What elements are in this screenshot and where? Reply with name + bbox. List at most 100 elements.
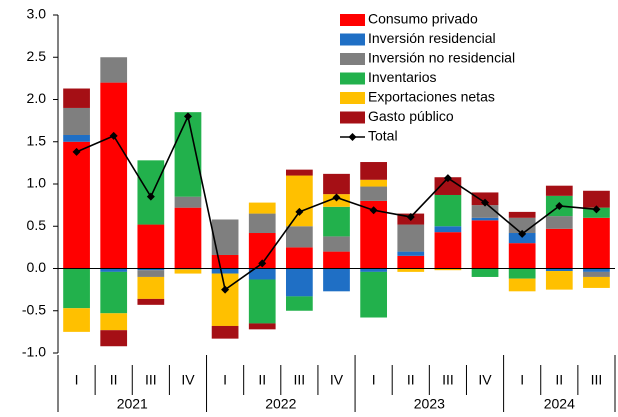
bar-segment	[508, 278, 536, 292]
total-marker	[146, 192, 155, 201]
total-marker	[109, 131, 118, 140]
x-tick-label: IV	[330, 372, 344, 388]
bar-segment	[583, 268, 610, 272]
legend-label: Total	[368, 128, 398, 144]
legend-label: Inversión residencial	[368, 30, 496, 46]
total-marker	[369, 206, 378, 215]
bar-segment	[285, 296, 313, 311]
y-tick-label: 3.0	[27, 6, 47, 22]
x-tick-label: III	[294, 372, 306, 388]
y-tick-label: 0.5	[27, 217, 47, 233]
x-tick-label: I	[223, 372, 227, 388]
bar-segment	[434, 232, 462, 269]
y-tick-label: 0.0	[27, 259, 47, 275]
bar-segment	[137, 224, 165, 269]
x-tick-label: I	[372, 372, 376, 388]
bar-segment	[63, 308, 90, 332]
bar-segment	[248, 279, 276, 324]
bar-segment	[137, 276, 165, 299]
bar-segment	[285, 268, 313, 297]
bar-segment	[434, 268, 462, 271]
bar-segment	[285, 247, 313, 269]
bar-segment	[434, 226, 462, 233]
bar-segment	[397, 251, 425, 256]
bar-segment	[397, 224, 425, 252]
legend-swatch	[340, 14, 365, 26]
bar-segment	[248, 268, 276, 280]
bar-segment	[471, 220, 499, 269]
x-tick-label: II	[258, 372, 266, 388]
bar-segment	[434, 194, 462, 227]
bar-segment	[583, 276, 610, 288]
bar-segment	[211, 254, 239, 269]
x-tick-label: II	[407, 372, 415, 388]
total-marker	[258, 259, 267, 268]
bar-segment	[100, 82, 128, 269]
bar-segment	[360, 186, 388, 201]
x-tick-label: II	[555, 372, 563, 388]
bar-segment	[137, 270, 165, 277]
bar-segment	[397, 255, 425, 269]
bar-segment	[545, 216, 573, 229]
bar-segment	[100, 57, 128, 83]
bar-segment	[545, 268, 573, 272]
bar-segment	[174, 207, 202, 269]
group-label: 2022	[265, 396, 296, 412]
bar-segment	[360, 268, 388, 272]
legend-swatch	[340, 111, 365, 124]
total-marker	[555, 201, 564, 210]
legend-label: Inventarios	[368, 69, 436, 85]
bar-segment	[323, 251, 350, 269]
bar-segment	[360, 162, 388, 180]
legend-label: Consumo privado	[368, 11, 478, 27]
x-tick-label: IV	[478, 372, 492, 388]
legend-swatch	[340, 92, 365, 104]
x-tick-label: III	[145, 372, 157, 388]
x-tick-label: IV	[181, 372, 195, 388]
bar-segment	[583, 217, 610, 269]
bar-segment	[137, 298, 165, 305]
bar-segment	[100, 313, 128, 331]
bar-segment	[211, 268, 239, 274]
y-tick-label: 1.5	[27, 132, 47, 148]
total-marker	[518, 229, 527, 238]
legend-label: Exportaciones netas	[368, 89, 495, 105]
bar-segment	[508, 268, 536, 279]
bar-segment	[211, 273, 239, 326]
bar-segment	[63, 88, 90, 108]
bar-segment	[508, 233, 536, 244]
bar-segment	[63, 268, 90, 309]
bar-segment	[63, 107, 90, 135]
bar-segment	[545, 228, 573, 269]
legend-swatch	[340, 72, 365, 85]
bar-segment	[360, 179, 388, 187]
bar-segment	[285, 175, 313, 227]
bar-segment	[137, 268, 165, 271]
bar-segment	[100, 271, 128, 314]
bar-segment	[360, 271, 388, 318]
bar-segment	[545, 271, 573, 290]
y-tick-label: 2.0	[27, 90, 47, 106]
bar-segment	[248, 213, 276, 234]
legend-swatch	[340, 53, 365, 65]
bar-segment	[174, 112, 202, 197]
total-marker	[72, 147, 81, 156]
bar-segment	[471, 268, 499, 277]
group-label: 2021	[117, 396, 148, 412]
total-marker	[221, 285, 230, 294]
bar-segment	[211, 325, 239, 339]
bar-segment	[397, 268, 425, 272]
bar-segment	[323, 206, 350, 237]
bar-segment	[63, 134, 90, 142]
bar-segment	[323, 268, 350, 292]
y-tick-label: -0.5	[22, 301, 46, 317]
total-marker	[295, 207, 304, 216]
x-tick-label: I	[520, 372, 524, 388]
bar-segment	[137, 160, 165, 225]
bar-segment	[508, 211, 536, 218]
bar-segment	[583, 190, 610, 208]
legend-swatch	[340, 33, 365, 46]
x-tick-label: I	[75, 372, 79, 388]
group-label: 2023	[414, 396, 445, 412]
bar-segment	[174, 269, 202, 274]
